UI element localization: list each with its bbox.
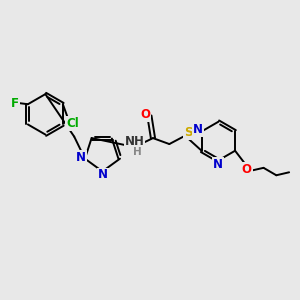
Text: N: N [98,169,108,182]
Text: F: F [11,97,19,110]
Text: NH: NH [124,136,145,148]
Text: Cl: Cl [66,117,79,130]
Text: O: O [242,163,252,176]
Text: N: N [193,123,203,136]
Text: H: H [133,147,142,157]
Text: O: O [140,108,150,121]
Text: N: N [76,151,86,164]
Text: N: N [213,158,224,171]
Text: S: S [184,126,193,139]
